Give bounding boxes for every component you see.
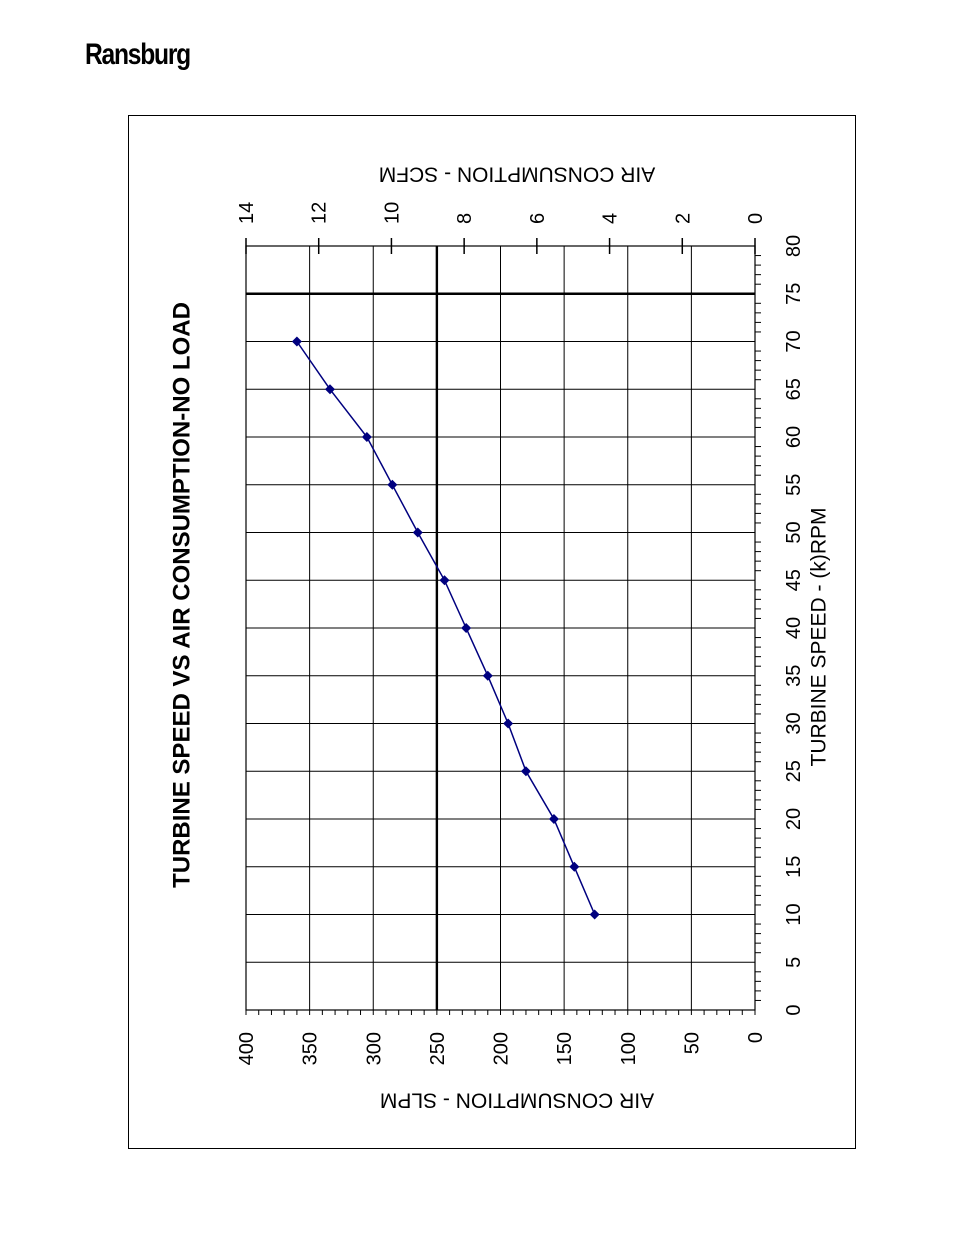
y-tick-label: 50 (681, 1032, 703, 1054)
y2-tick-label: 4 (600, 213, 622, 224)
y-axis-label: AIR CONSUMPTION - SLPM (380, 1089, 654, 1112)
data-point-marker (387, 479, 398, 490)
x-tick-label: 20 (783, 808, 805, 830)
data-point-marker (548, 814, 559, 824)
data-point-marker (324, 384, 335, 395)
y-tick-label: 200 (491, 1032, 513, 1065)
x-tick-label: 15 (783, 856, 805, 878)
x-tick-label: 10 (783, 903, 805, 925)
x-tick-label: 50 (783, 521, 805, 543)
data-point-marker (291, 336, 302, 347)
x-tick-label: 40 (783, 617, 805, 639)
y2-tick-label: 0 (745, 213, 767, 224)
x-tick-label: 70 (783, 330, 805, 352)
y2-tick-label: 8 (454, 213, 476, 224)
x-tick-label: 75 (783, 283, 805, 305)
y-tick-label: 350 (300, 1032, 322, 1065)
y2-tick-label: 10 (381, 202, 403, 224)
data-point-marker (412, 527, 423, 538)
y-tick-label: 300 (363, 1032, 385, 1065)
data-point-marker (569, 861, 580, 872)
y2-tick-label: 12 (309, 202, 331, 224)
chart-frame (128, 115, 856, 1149)
data-point-marker (589, 909, 600, 920)
y2-tick-label: 6 (527, 213, 549, 224)
data-point-marker (520, 766, 531, 777)
x-tick-label: 0 (783, 1004, 805, 1015)
x-tick-label: 45 (783, 569, 805, 591)
y-tick-label: 100 (618, 1032, 640, 1065)
y-tick-label: 150 (554, 1032, 576, 1065)
y-tick-label: 0 (745, 1032, 767, 1043)
y2-tick-label: 2 (672, 213, 694, 224)
x-tick-label: 65 (783, 378, 805, 400)
data-point-marker (482, 670, 493, 681)
y2-tick-label: 14 (236, 202, 258, 224)
x-tick-label: 5 (783, 957, 805, 968)
x-tick-label: 80 (783, 235, 805, 257)
data-point-marker (503, 718, 514, 729)
x-tick-label: 25 (783, 760, 805, 782)
brand-logo: Ransburg (85, 38, 191, 71)
y-tick-label: 400 (236, 1032, 258, 1065)
data-point-marker (461, 623, 472, 633)
x-tick-label: 55 (783, 474, 805, 496)
x-tick-label: 30 (783, 712, 805, 734)
data-point-marker (439, 575, 450, 586)
x-tick-label: 60 (783, 426, 805, 448)
x-tick-label: 35 (783, 665, 805, 687)
y-tick-label: 250 (427, 1032, 449, 1065)
x-axis-label: TURBINE SPEED - (k)RPM (807, 507, 830, 766)
chart-title: TURBINE SPEED VS AIR CONSUMPTION-NO LOAD (168, 302, 195, 888)
data-point-marker (361, 432, 372, 442)
y2-axis-label: AIR CONSUMPTION - SCFM (379, 163, 656, 186)
